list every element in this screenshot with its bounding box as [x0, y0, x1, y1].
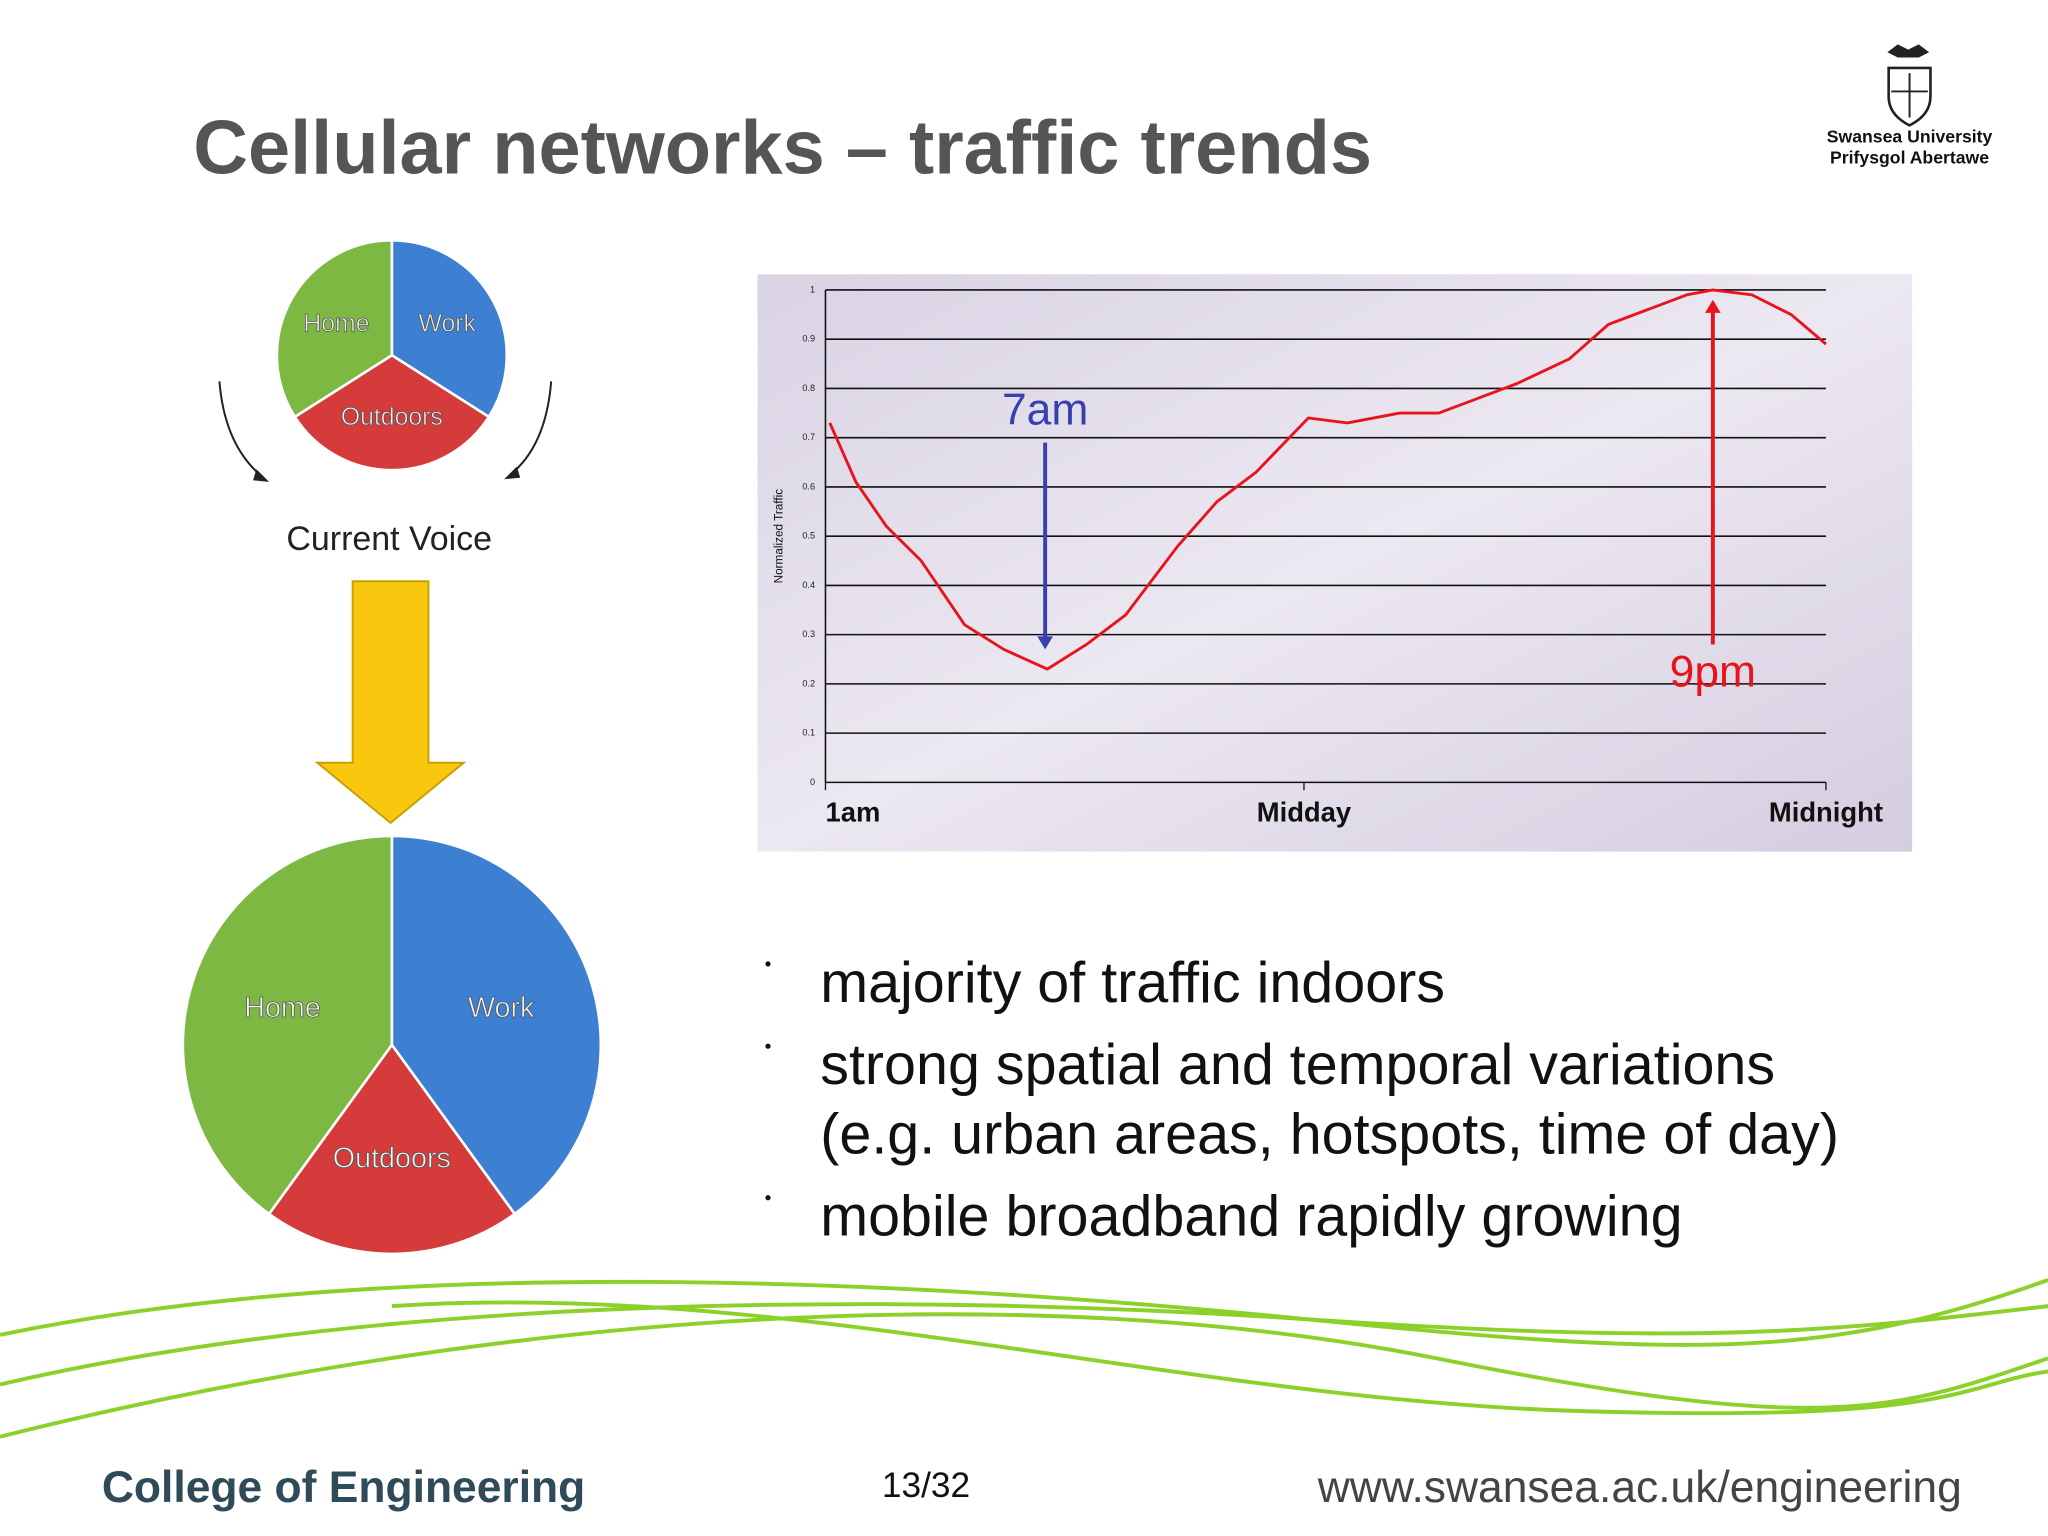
pie-label: Home — [303, 310, 369, 337]
bullet-dot — [765, 1195, 771, 1201]
x-tick-label: 1am — [825, 797, 880, 828]
y-tick-label: 0.2 — [802, 678, 815, 688]
footer-college: College of Engineering — [102, 1463, 585, 1512]
slide-title: Cellular networks – traffic trends — [193, 106, 1372, 191]
x-tick-label: Midday — [1257, 797, 1352, 828]
y-tick-label: 0.5 — [802, 531, 815, 541]
x-tick-label: Midnight — [1769, 797, 1883, 828]
pie-slice — [275, 239, 394, 419]
y-axis-label: Normalized Traffic — [772, 489, 785, 584]
diagram-label: Current Voice — [286, 520, 492, 558]
y-tick-label: 0.4 — [802, 580, 815, 590]
pie-label: Work — [468, 992, 535, 1024]
page-number: 13/32 — [882, 1466, 970, 1505]
diagram-arrows — [218, 381, 553, 482]
bullet-text: strong spatial and temporal variations — [820, 1033, 1775, 1097]
bullet-text: majority of traffic indoors — [820, 951, 1445, 1015]
pie-slice — [267, 1042, 517, 1256]
bullet-dot — [765, 961, 771, 967]
bullet-text: mobile broadband rapidly growing — [820, 1185, 1682, 1249]
pie-slice — [292, 353, 491, 472]
y-tick-label: 1 — [810, 284, 815, 294]
y-tick-label: 0.6 — [802, 481, 815, 491]
y-tick-label: 0.8 — [802, 383, 815, 393]
y-tick-label: 0.9 — [802, 334, 815, 344]
annotation-arrowhead — [1037, 636, 1053, 650]
y-tick-label: 0.1 — [802, 728, 815, 738]
pie-slice — [181, 834, 394, 1216]
bullet-dot — [765, 1043, 771, 1049]
y-tick-label: 0.3 — [802, 629, 815, 639]
pie-label: Home — [244, 992, 321, 1024]
annotation-arrowhead — [1705, 299, 1721, 313]
bullet-text: (e.g. urban areas, hotspots, time of day… — [820, 1102, 1839, 1166]
chart-panel — [757, 274, 1913, 852]
pie-slice — [390, 834, 603, 1216]
annotation-text: 7am — [1002, 385, 1088, 434]
yellow-arrow — [314, 580, 467, 825]
footer-url: www.swansea.ac.uk/engineering — [1317, 1463, 1962, 1512]
pie-label: Outdoors — [333, 1142, 451, 1174]
logo-line: Swansea University — [1827, 126, 1993, 146]
pie-label: Outdoors — [341, 404, 443, 431]
bullet-list: majority of traffic indoors strong spatia… — [765, 951, 1839, 1249]
pie-label: Work — [419, 310, 477, 337]
annotation-text: 9pm — [1670, 647, 1756, 696]
logo-line: Prifysgol Abertawe — [1830, 147, 1989, 167]
y-tick-label: 0.7 — [802, 432, 815, 442]
footer-waves — [0, 1278, 2048, 1439]
y-tick-label: 0 — [810, 777, 815, 787]
logo: Swansea University Prifysgol Abertawe — [1827, 44, 1993, 167]
traffic-line — [828, 288, 1827, 671]
